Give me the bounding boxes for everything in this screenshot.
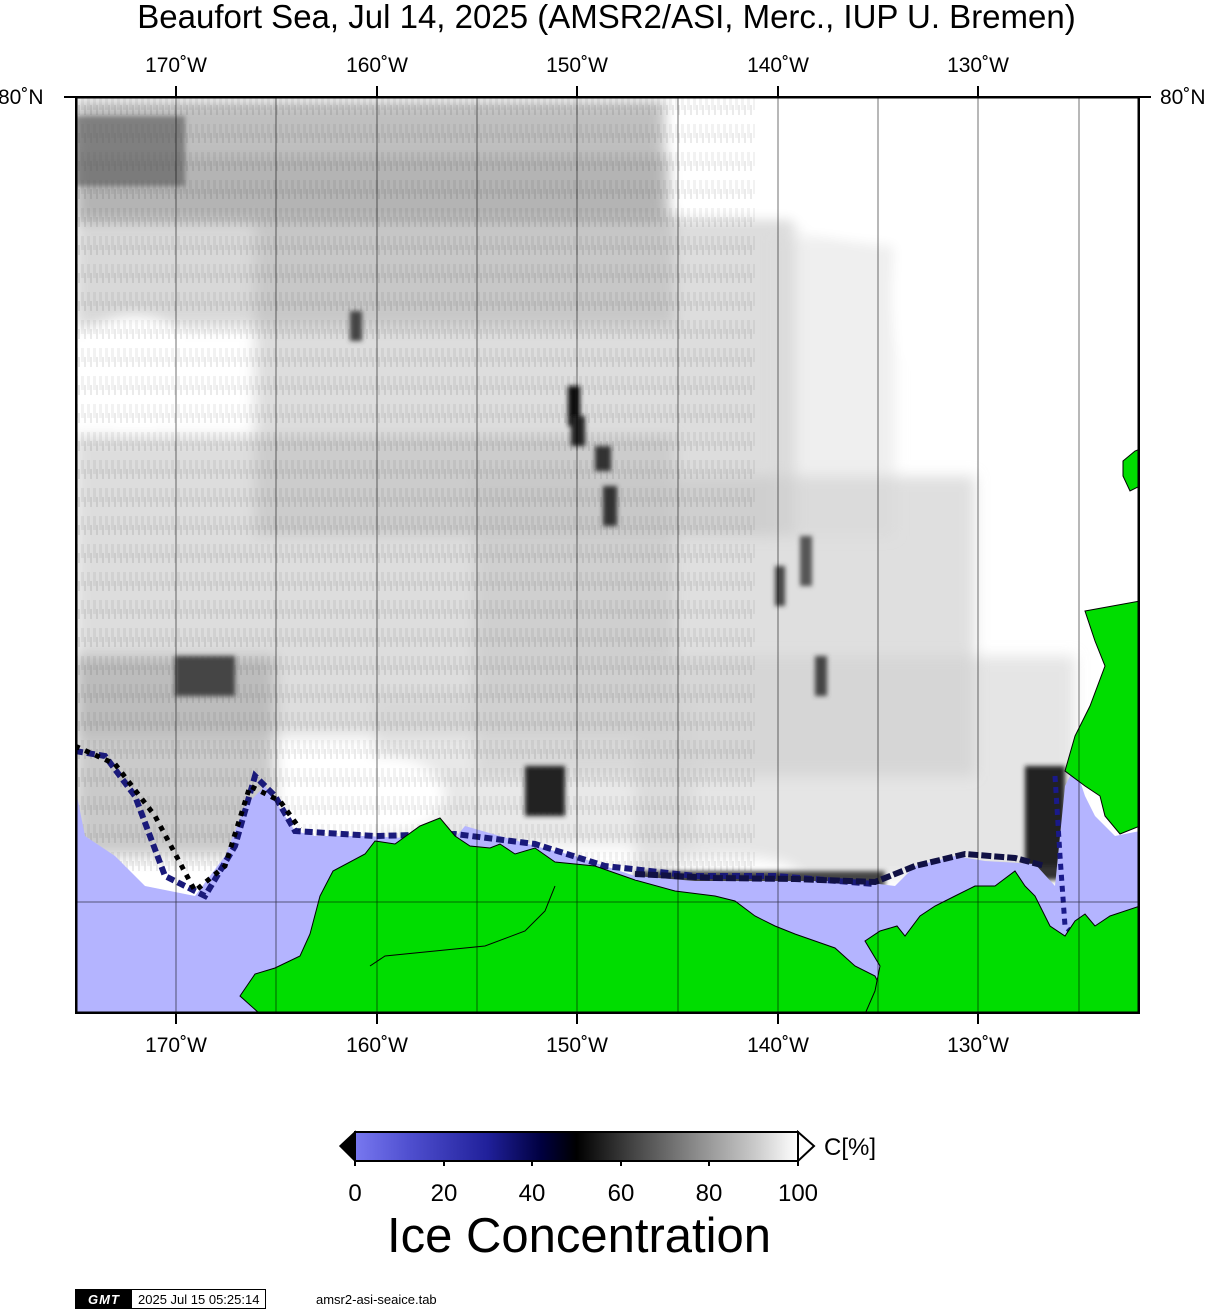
land-island-north [1122,448,1140,492]
colorbar-gradient [354,1131,799,1162]
colorbar-unit: C[%] [824,1134,877,1161]
map-title: Beaufort Sea, Jul 14, 2025 (AMSR2/ASI, M… [137,0,1076,35]
lon-label-bottom-160w: 160˚W [346,1034,408,1057]
lon-label-bottom-150w: 150˚W [546,1034,608,1057]
lon-label-top-170w: 170˚W [145,54,207,77]
lon-label-bottom-170w: 170˚W [145,1034,207,1057]
lon-label-top-140w: 140˚W [747,54,809,77]
colorbar-title: Ice Concentration [386,1209,772,1263]
lon-label-top-130w: 130˚W [947,54,1009,77]
lon-label-top-150w: 150˚W [546,54,608,77]
source-filename: amsr2-asi-seaice.tab [316,1292,437,1307]
gmt-timestamp: GMT 2025 Jul 15 05:25:14 [75,1289,267,1309]
timestamp-text: 2025 Jul 15 05:25:14 [132,1290,266,1308]
ice-concentration-map [75,96,1140,1014]
gmt-logo: GMT [76,1290,132,1308]
lon-label-bottom-130w: 130˚W [947,1034,1009,1057]
colorbar-right-triangle [797,1130,816,1164]
lat-label-right-80n: 80˚N [1160,86,1206,109]
colorbar [338,1130,816,1166]
land-banks-island [1064,600,1140,835]
lon-label-top-160w: 160˚W [346,54,408,77]
land-canada-mainland [864,870,1140,1014]
colorbar-tick-20: 20 [430,1180,458,1207]
colorbar-tick-40: 40 [518,1180,546,1207]
colorbar-left-triangle [338,1130,356,1163]
lon-label-bottom-140w: 140˚W [747,1034,809,1057]
graticule [75,96,1140,1014]
lat-label-left-80n: 80˚N [0,86,44,109]
colorbar-tick-60: 60 [607,1180,635,1207]
colorbar-tick-100: 100 [777,1180,819,1207]
colorbar-tick-0: 0 [348,1180,362,1207]
colorbar-tick-80: 80 [695,1180,723,1207]
land-alaska [239,817,888,1014]
